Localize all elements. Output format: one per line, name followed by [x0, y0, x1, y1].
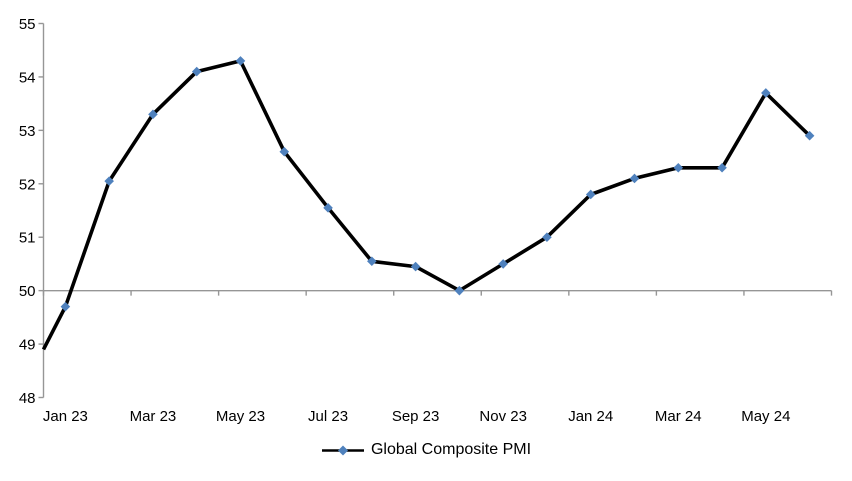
legend: Global Composite PMI [0, 441, 852, 459]
data-point-marker [673, 162, 684, 173]
x-axis-tick-label: Sep 23 [392, 408, 440, 425]
x-axis-tick-label: Jan 24 [568, 408, 613, 425]
data-point-marker [148, 109, 158, 120]
legend-line-marker-icon [321, 445, 364, 455]
data-point-marker [60, 301, 71, 312]
y-axis-tick-label: 50 [19, 283, 36, 300]
x-axis-tick-label: Mar 23 [130, 408, 177, 425]
data-point-marker [454, 285, 465, 296]
data-point-marker [191, 66, 202, 77]
x-axis-tick-label: May 23 [216, 408, 265, 425]
data-point-marker [235, 56, 246, 66]
y-axis-tick-label: 55 [19, 16, 36, 33]
y-axis-tick-label: 54 [19, 69, 36, 86]
pmi-series-line [41, 59, 811, 351]
data-point-marker [279, 146, 290, 157]
data-point-marker [629, 173, 640, 184]
legend-label: Global Composite PMI [370, 441, 532, 458]
x-axis-tick-label: Nov 23 [479, 408, 527, 425]
y-axis-tick-label: 48 [19, 390, 36, 407]
y-axis-tick-label: 53 [19, 123, 36, 140]
data-point-marker [104, 176, 114, 186]
x-axis-tick-label: May 24 [741, 408, 790, 425]
x-axis-tick-label: Jul 23 [308, 408, 348, 425]
data-point-marker [761, 88, 771, 98]
data-point-marker [804, 130, 815, 141]
data-point-marker [585, 189, 596, 200]
data-point-marker [498, 259, 508, 269]
y-axis-tick-label: 52 [19, 176, 36, 193]
data-point-marker [717, 162, 727, 173]
legend-sample-marker [337, 445, 348, 455]
data-point-marker [410, 261, 421, 272]
data-point-marker [323, 203, 333, 213]
x-axis-tick-label: Mar 24 [655, 408, 702, 425]
y-axis-tick-label: 49 [19, 337, 36, 354]
data-point-marker [367, 256, 377, 267]
data-point-marker [542, 232, 552, 243]
y-axis-tick-label: 51 [19, 230, 36, 247]
x-axis-tick-label: Jan 23 [43, 408, 88, 425]
